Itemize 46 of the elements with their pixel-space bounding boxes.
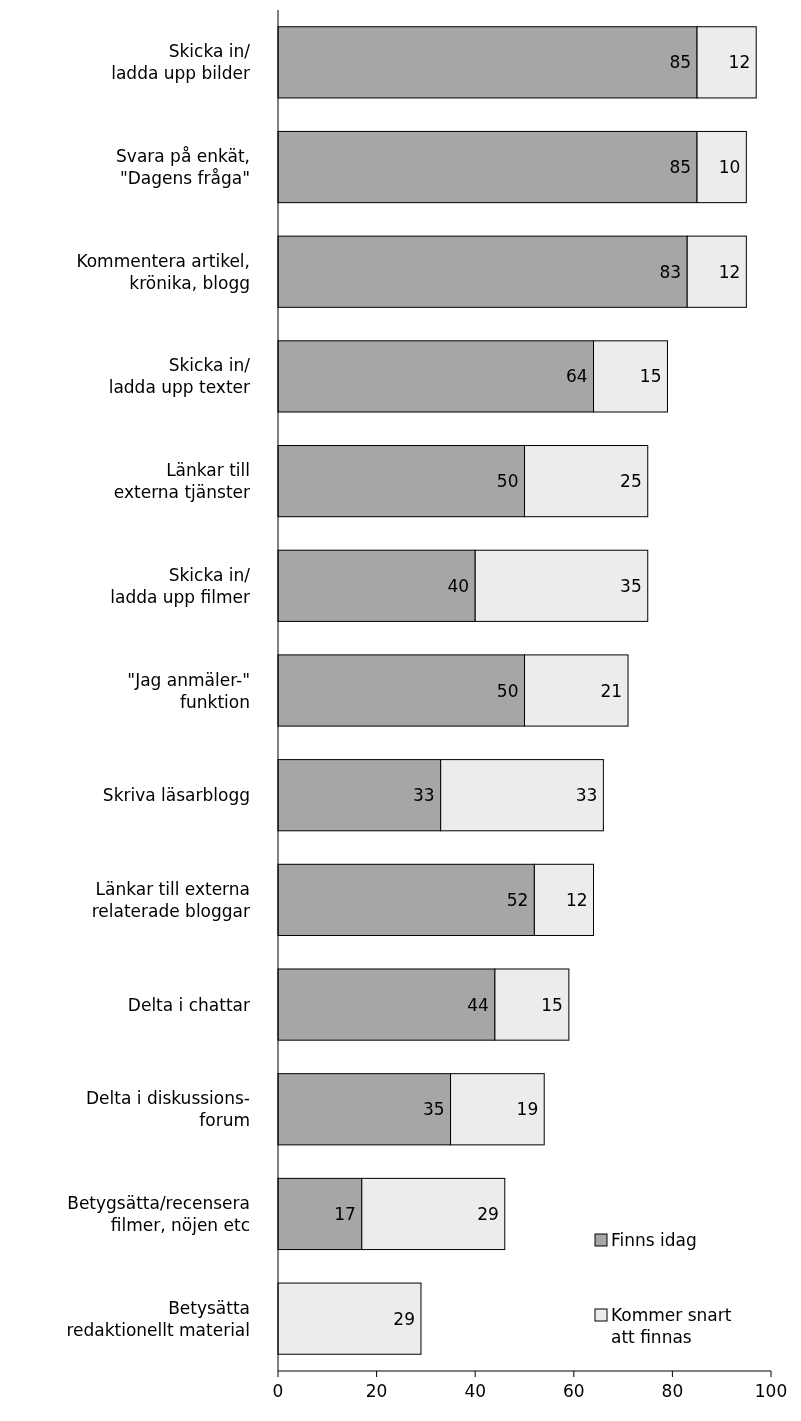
x-tick-label: 0 <box>272 1381 284 1401</box>
data-label: 19 <box>516 1099 539 1120</box>
x-tick-label: 80 <box>661 1381 684 1401</box>
y-tick-label: Länkar till externa relaterade bloggar <box>91 878 250 921</box>
data-label: 10 <box>718 157 741 178</box>
data-label: 29 <box>477 1203 499 1224</box>
y-tick-label: Skriva läsarblogg <box>102 785 250 806</box>
data-label: 17 <box>334 1203 356 1224</box>
y-tick-label: Delta i diskussions- forum <box>86 1088 250 1131</box>
legend-label: Finns idag <box>611 1230 697 1250</box>
data-label: 21 <box>600 680 623 701</box>
y-tick-label: "Jag anmäler-" funktion <box>127 669 250 712</box>
y-tick-label: Svara på enkät, "Dagens fråga" <box>116 146 250 189</box>
data-label: 35 <box>620 575 642 596</box>
data-label: 29 <box>393 1308 415 1329</box>
x-tick-label: 100 <box>754 1381 788 1401</box>
data-label: 64 <box>565 366 588 387</box>
y-tick-label: Delta i chattar <box>127 994 250 1015</box>
y-tick-label: Betygsätta/recensera filmer, nöjen etc <box>67 1192 250 1235</box>
data-label: 15 <box>639 366 662 387</box>
x-tick-label: 40 <box>464 1381 487 1401</box>
y-tick-label: Länkar till externa tjänster <box>113 460 251 503</box>
data-label: 35 <box>422 1099 445 1120</box>
y-tick-label: Skicka in/ ladda upp filmer <box>110 564 251 607</box>
data-label: 50 <box>496 680 519 701</box>
data-label: 33 <box>413 785 435 806</box>
y-tick-label: Kommentera artikel, krönika, blogg <box>76 250 250 293</box>
data-label: 12 <box>728 52 751 73</box>
legend-label: Kommer snart att finnas <box>611 1305 732 1347</box>
data-label: 40 <box>447 575 470 596</box>
data-label: 83 <box>659 261 682 282</box>
y-tick-label: Betysätta redaktionellt material <box>66 1297 250 1340</box>
data-label: 12 <box>718 261 741 282</box>
y-tick-label: Skicka in/ ladda upp bilder <box>111 41 251 84</box>
x-tick-label: 20 <box>365 1381 388 1401</box>
data-label: 85 <box>669 157 692 178</box>
y-tick-label: Skicka in/ ladda upp texter <box>108 355 251 398</box>
data-label: 85 <box>669 52 692 73</box>
data-label: 33 <box>575 785 598 806</box>
data-label: 12 <box>565 889 588 910</box>
data-label: 15 <box>541 994 563 1015</box>
data-label: 52 <box>506 889 529 910</box>
x-tick-label: 60 <box>562 1381 585 1401</box>
data-label: 50 <box>496 471 519 492</box>
data-label: 44 <box>467 994 489 1015</box>
data-label: 25 <box>620 471 642 492</box>
